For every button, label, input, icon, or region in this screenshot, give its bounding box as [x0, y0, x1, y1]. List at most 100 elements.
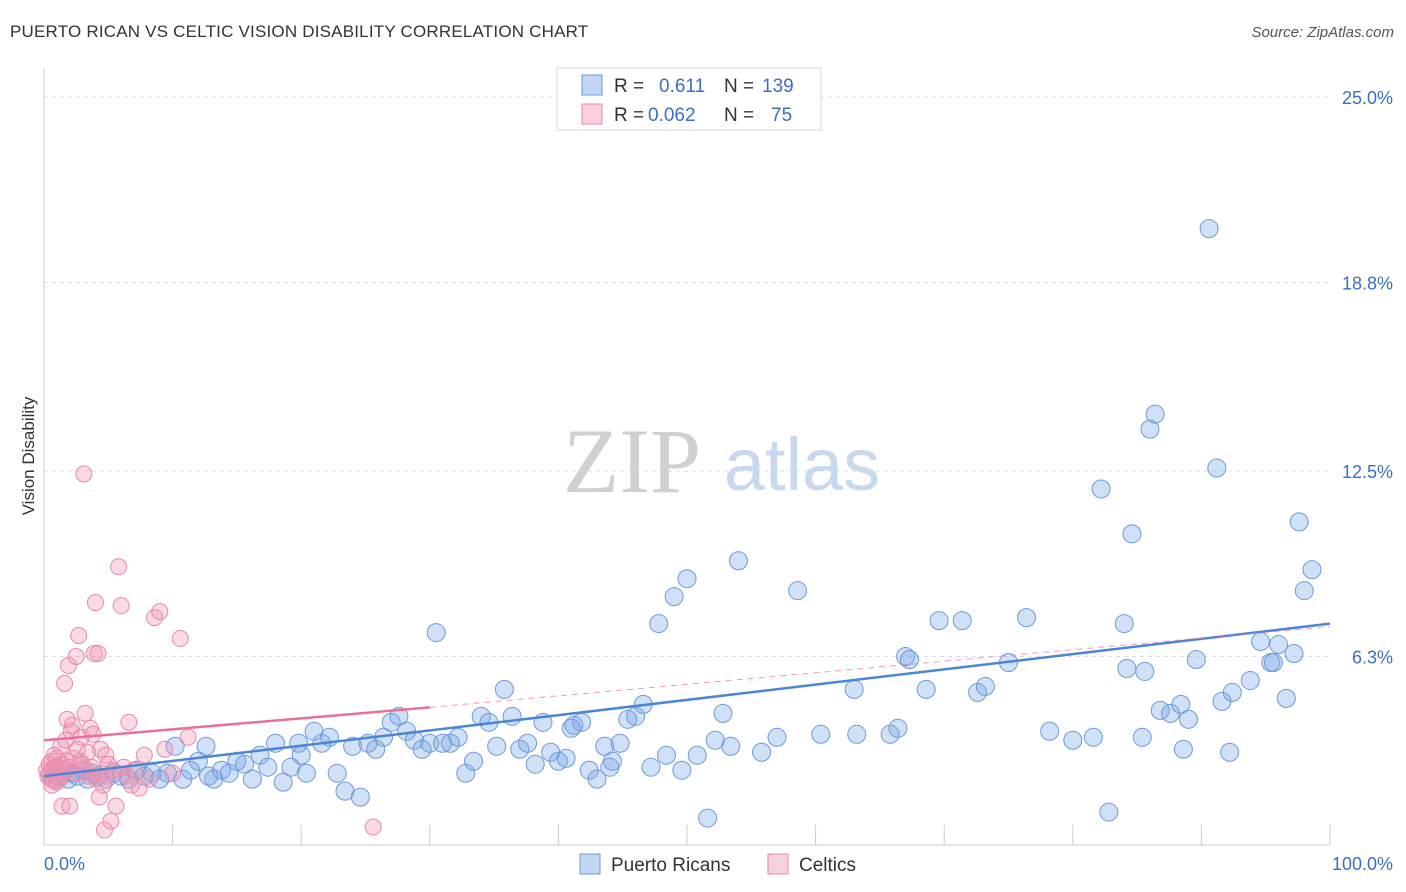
celtic-point-64 — [156, 740, 174, 758]
puerto-rican-point-31 — [242, 769, 262, 789]
celtic-point-61 — [140, 770, 158, 788]
puerto-rican-point-71 — [548, 751, 568, 771]
puerto-rican-point-113 — [1091, 479, 1111, 499]
celtic-point-14 — [56, 674, 74, 692]
series-legend-swatch-pink — [767, 853, 789, 875]
celtic-point-63 — [151, 603, 169, 621]
puerto-rican-point-50 — [389, 706, 409, 726]
celtic-point-45 — [95, 821, 113, 839]
puerto-rican-point-107 — [975, 676, 995, 696]
puerto-rican-point-126 — [1186, 649, 1206, 669]
series-legend-swatch-blue — [579, 853, 601, 875]
puerto-rican-point-66 — [510, 739, 530, 759]
puerto-rican-point-101 — [896, 647, 916, 667]
puerto-rican-point-104 — [929, 611, 949, 631]
celtic-point-53 — [112, 597, 130, 615]
celtic-point-56 — [120, 713, 138, 731]
puerto-rican-point-28 — [219, 763, 239, 783]
puerto-rican-point-142 — [1135, 661, 1155, 681]
puerto-rican-point-128 — [1207, 458, 1227, 478]
legend-box — [556, 67, 822, 131]
celtic-point-25 — [70, 627, 88, 645]
legend-r-value-1: 0.611 — [659, 76, 705, 97]
celtic-point-52 — [110, 558, 128, 576]
celtic-point-20 — [63, 716, 81, 734]
chart-source: Source: ZipAtlas.com — [1251, 24, 1394, 41]
puerto-rican-point-33 — [258, 757, 278, 777]
puerto-rican-point-130 — [1220, 742, 1240, 762]
celtic-point-60 — [135, 746, 153, 764]
puerto-rican-point-57 — [440, 733, 460, 753]
puerto-rican-point-102 — [899, 649, 919, 669]
puerto-rican-point-143 — [844, 679, 864, 699]
y-tick-label-1: 12.5% — [1342, 462, 1393, 482]
celtic-point-69 — [61, 797, 79, 815]
puerto-rican-point-42 — [327, 763, 347, 783]
x-tick-label-max: 100.0% — [1332, 854, 1393, 874]
puerto-rican-point-136 — [1269, 635, 1289, 655]
correlation-legend: R = 0.611 N = 139 R = 0.062 N = 75 — [556, 67, 822, 131]
puerto-rican-point-92 — [713, 703, 733, 723]
puerto-rican-point-37 — [289, 733, 309, 753]
puerto-rican-point-132 — [1240, 670, 1260, 690]
puerto-rican-point-72 — [556, 748, 576, 768]
puerto-rican-point-138 — [1284, 644, 1304, 664]
celtic-point-49 — [102, 812, 120, 830]
celtic-point-65 — [164, 764, 182, 782]
celtic-point-44 — [94, 776, 112, 794]
celtic-point-72 — [364, 818, 382, 836]
puerto-rican-point-59 — [456, 763, 476, 783]
y-tick-label-2: 18.8% — [1342, 274, 1393, 294]
celtic-point-74 — [58, 752, 76, 770]
puerto-rican-point-118 — [1132, 727, 1152, 747]
puerto-rican-point-45 — [350, 787, 370, 807]
y-tick-label-0: 6.3% — [1352, 648, 1393, 668]
puerto-rican-point-99 — [880, 724, 900, 744]
puerto-rican-point-115 — [1114, 614, 1134, 634]
puerto-rican-point-141 — [1302, 560, 1322, 580]
celtic-point-36 — [84, 725, 102, 743]
puerto-rican-point-100 — [888, 718, 908, 738]
puerto-rican-point-64 — [494, 679, 514, 699]
puerto-rican-point-123 — [1171, 694, 1191, 714]
celtic-point-40 — [89, 645, 107, 663]
y-tick-label-3: 25.0% — [1342, 88, 1393, 108]
trend-lines — [43, 622, 1331, 778]
puerto-rican-point-147 — [291, 745, 311, 765]
puerto-rican-point-127 — [1199, 219, 1219, 239]
puerto-rican-point-53 — [412, 739, 432, 759]
puerto-rican-point-124 — [1173, 739, 1193, 759]
trend-line-0 — [43, 622, 1331, 778]
puerto-rican-point-73 — [564, 715, 584, 735]
puerto-rican-point-148 — [199, 766, 219, 786]
celtic-point-70 — [43, 776, 61, 794]
puerto-rican-point-98 — [847, 724, 867, 744]
puerto-rican-point-27 — [211, 760, 231, 780]
puerto-rican-point-140 — [1294, 581, 1314, 601]
y-tick-labels: 6.3% 12.5% 18.8% 25.0% — [1342, 88, 1393, 668]
puerto-rican-point-93 — [721, 736, 741, 756]
x-tick-label-min: 0.0% — [44, 854, 85, 874]
puerto-rican-point-133 — [1251, 632, 1271, 652]
puerto-rican-point-89 — [687, 745, 707, 765]
celtic-point-37 — [85, 645, 103, 663]
puerto-rican-point-38 — [296, 763, 316, 783]
puerto-rican-point-77 — [595, 736, 615, 756]
puerto-rican-point-21 — [165, 736, 185, 756]
watermark-zip: ZIP — [563, 410, 701, 512]
celtic-point-23 — [67, 648, 85, 666]
legend-r-label-2: R = — [614, 105, 644, 126]
celtic-point-29 — [75, 465, 93, 483]
puerto-rican-point-103 — [916, 679, 936, 699]
puerto-rican-point-83 — [641, 757, 661, 777]
puerto-rican-point-63 — [487, 736, 507, 756]
puerto-rican-point-58 — [448, 727, 468, 747]
puerto-rican-point-106 — [968, 682, 988, 702]
puerto-rican-point-131 — [1222, 682, 1242, 702]
puerto-rican-point-95 — [752, 742, 772, 762]
puerto-rican-point-111 — [1063, 730, 1083, 750]
puerto-rican-point-55 — [426, 623, 446, 643]
puerto-rican-point-67 — [518, 733, 538, 753]
series-legend-label-blue: Puerto Ricans — [611, 855, 730, 876]
